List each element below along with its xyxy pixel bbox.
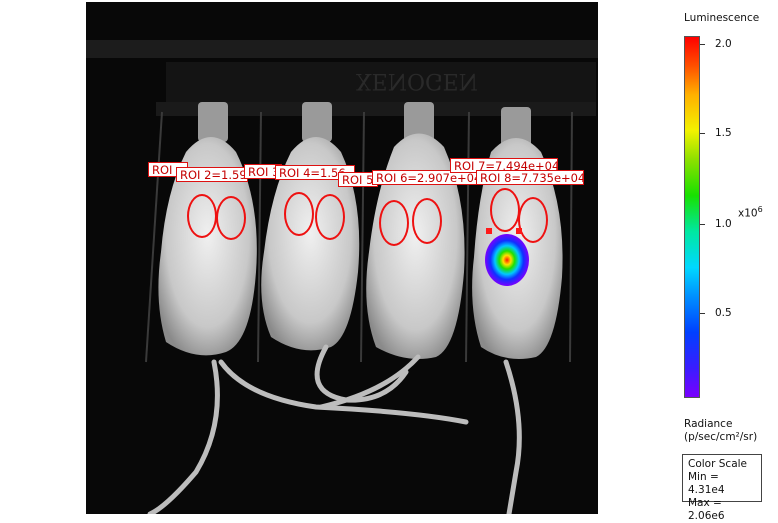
- tick-label: 0.5: [715, 307, 732, 319]
- roi-resize-handle[interactable]: [516, 228, 522, 234]
- luminescence-image[interactable]: XENOGEN: [86, 2, 598, 514]
- scale-multiplier: x106: [738, 205, 763, 220]
- tick-mark: [700, 224, 705, 225]
- roi-resize-handle[interactable]: [486, 228, 492, 234]
- roi-ellipse-2[interactable]: [216, 196, 246, 240]
- roi-label-2[interactable]: ROI 2=1.59: [176, 167, 248, 182]
- roi-label-5[interactable]: ROI 5: [338, 172, 378, 187]
- color-scale-max: Max = 2.06e6: [688, 497, 725, 522]
- units-value: (p/sec/cm²/sr): [684, 431, 758, 443]
- roi-ellipse-4[interactable]: [315, 194, 345, 240]
- tick-label: 2.0: [715, 38, 732, 50]
- tick-mark: [700, 44, 705, 45]
- color-scale-bar: [684, 36, 700, 398]
- tick-mark: [700, 133, 705, 134]
- roi-ellipse-1[interactable]: [187, 194, 217, 238]
- multiplier-base: x10: [738, 207, 758, 220]
- roi-ellipse-3[interactable]: [284, 192, 314, 236]
- roi-ellipse-6[interactable]: [412, 198, 442, 244]
- roi-ellipse-7[interactable]: [490, 188, 520, 232]
- units-label: Radiance (p/sec/cm²/sr): [684, 418, 757, 444]
- manufacturer-logo-text: XENOGEN: [356, 68, 478, 93]
- color-scale-box[interactable]: Color Scale Min = 4.31e4 Max = 2.06e6: [682, 454, 762, 522]
- tick-label: 1.5: [715, 127, 732, 139]
- roi-label-8[interactable]: ROI 8=7.735e+04: [476, 170, 584, 185]
- color-scale-title: Color Scale: [688, 458, 748, 470]
- legend-title: Luminescence: [684, 12, 760, 24]
- mice-photo: XENOGEN: [86, 2, 598, 514]
- bioluminescence-hotspot: [485, 234, 529, 286]
- roi-label-4[interactable]: ROI 4=1.56: [275, 165, 355, 180]
- roi-label-7[interactable]: ROI 7=7.494e+04: [450, 158, 558, 173]
- roi-label-6[interactable]: ROI 6=2.907e+04: [372, 170, 478, 185]
- tick-label: 1.0: [715, 218, 732, 230]
- tick-mark: [700, 313, 705, 314]
- units-title: Radiance: [684, 418, 733, 430]
- roi-ellipse-5[interactable]: [379, 200, 409, 246]
- roi-ellipse-8[interactable]: [518, 197, 548, 243]
- multiplier-exponent: 6: [757, 205, 763, 214]
- color-scale-min: Min = 4.31e4: [688, 471, 725, 496]
